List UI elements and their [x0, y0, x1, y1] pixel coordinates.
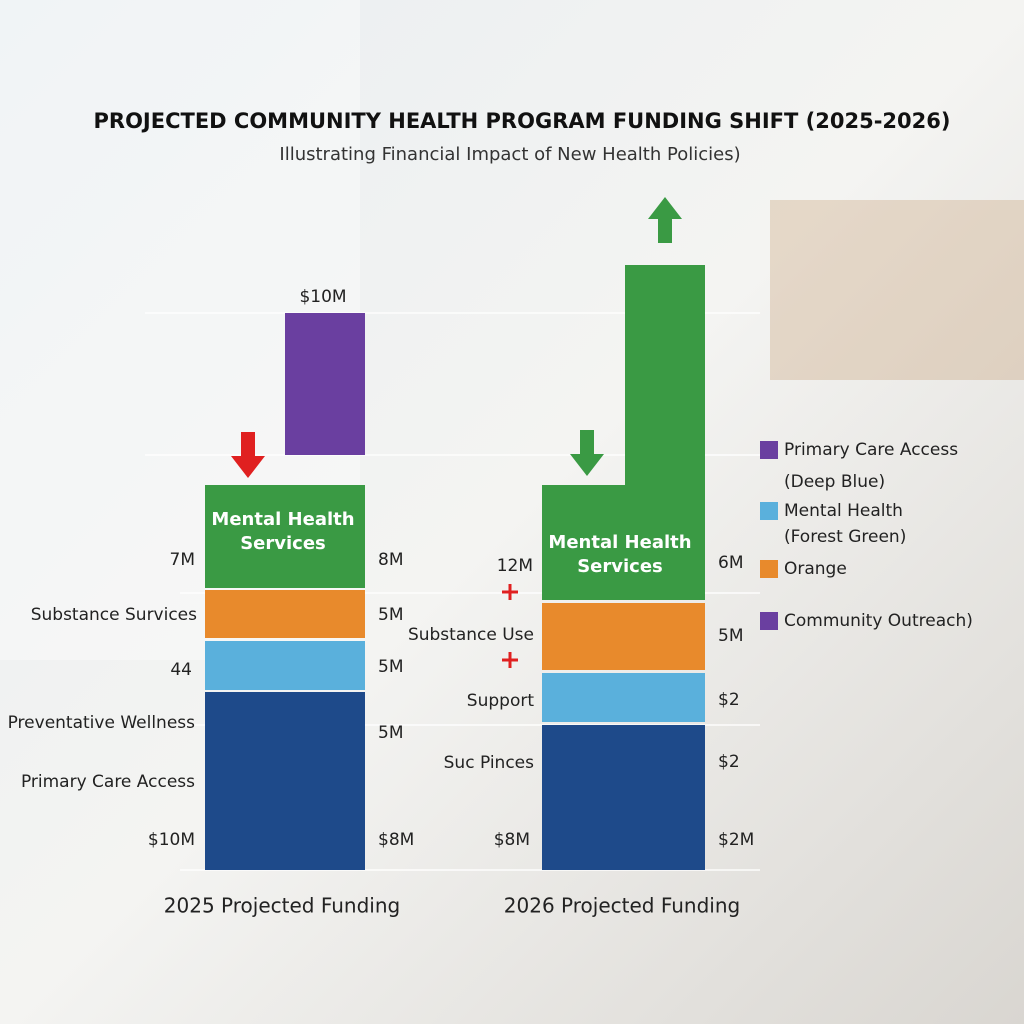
right-label: $2: [718, 690, 740, 710]
left-label: $8M: [494, 830, 530, 850]
right-label: 5M: [378, 605, 403, 625]
legend-note: (Forest Green): [784, 527, 906, 547]
segment-orange: [542, 603, 705, 670]
bar-2026: [542, 265, 705, 870]
segment-orange: [205, 590, 365, 638]
right-label: $2M: [718, 830, 754, 850]
left-label: Preventative Wellness: [8, 713, 196, 733]
left-label: Suc Pinces: [444, 753, 534, 773]
left-label: $10M: [148, 830, 195, 850]
legend-swatch: [760, 441, 778, 459]
background-wall: [770, 200, 1024, 380]
bar-2025: [205, 313, 365, 870]
segment-label: Mental Health: [548, 532, 691, 553]
segment-purple: [285, 313, 365, 455]
segment-green: [542, 485, 705, 600]
segment-label: Services: [577, 556, 663, 577]
left-label: Substance Use: [408, 625, 534, 645]
legend-note: (Deep Blue): [784, 472, 885, 492]
category-label: 2026 Projected Funding: [504, 894, 740, 918]
legend-label: Community Outreach): [784, 611, 973, 631]
legend-swatch: [760, 502, 778, 520]
legend-swatch: [760, 612, 778, 630]
arrow-down-green: [570, 430, 604, 476]
right-label: 5M: [378, 657, 403, 677]
segment-light-blue: [205, 641, 365, 690]
segment-green-tall: [625, 265, 705, 485]
top-label: $10M: [299, 287, 346, 307]
arrow-up-green: [648, 197, 682, 243]
right-label: 8M: [378, 550, 403, 570]
left-label: 7M: [170, 550, 195, 570]
segment-dark-blue: [542, 725, 705, 870]
legend-label: Mental Health: [784, 501, 903, 521]
left-label: 12M: [497, 556, 533, 576]
right-label: 5M: [718, 626, 743, 646]
legend-label: Orange: [784, 559, 847, 579]
arrow-down-red: [231, 432, 265, 478]
right-label: 6M: [718, 553, 743, 573]
plus-marks: [502, 584, 518, 668]
segment-label: Mental Health: [211, 509, 354, 530]
legend-swatch: [760, 560, 778, 578]
segment-green: [205, 485, 365, 588]
segment-light-blue: [542, 673, 705, 722]
right-label: 5M: [378, 723, 403, 743]
right-label: $2: [718, 752, 740, 772]
segment-dark-blue: [205, 692, 365, 870]
chart-title: PROJECTED COMMUNITY HEALTH PROGRAM FUNDI…: [94, 109, 951, 133]
legend-label: Primary Care Access: [784, 440, 958, 460]
legend: Primary Care Access (Deep Blue) Mental H…: [760, 440, 973, 631]
chart-subtitle: Illustrating Financial Impact of New Hea…: [279, 144, 740, 165]
left-label: Substance Survices: [31, 605, 197, 625]
left-label: 44: [170, 660, 192, 680]
left-label: Primary Care Access: [21, 772, 195, 792]
left-label: Support: [467, 691, 535, 711]
segment-label: Services: [240, 533, 326, 554]
category-label: 2025 Projected Funding: [164, 894, 400, 918]
right-label: $8M: [378, 830, 414, 850]
